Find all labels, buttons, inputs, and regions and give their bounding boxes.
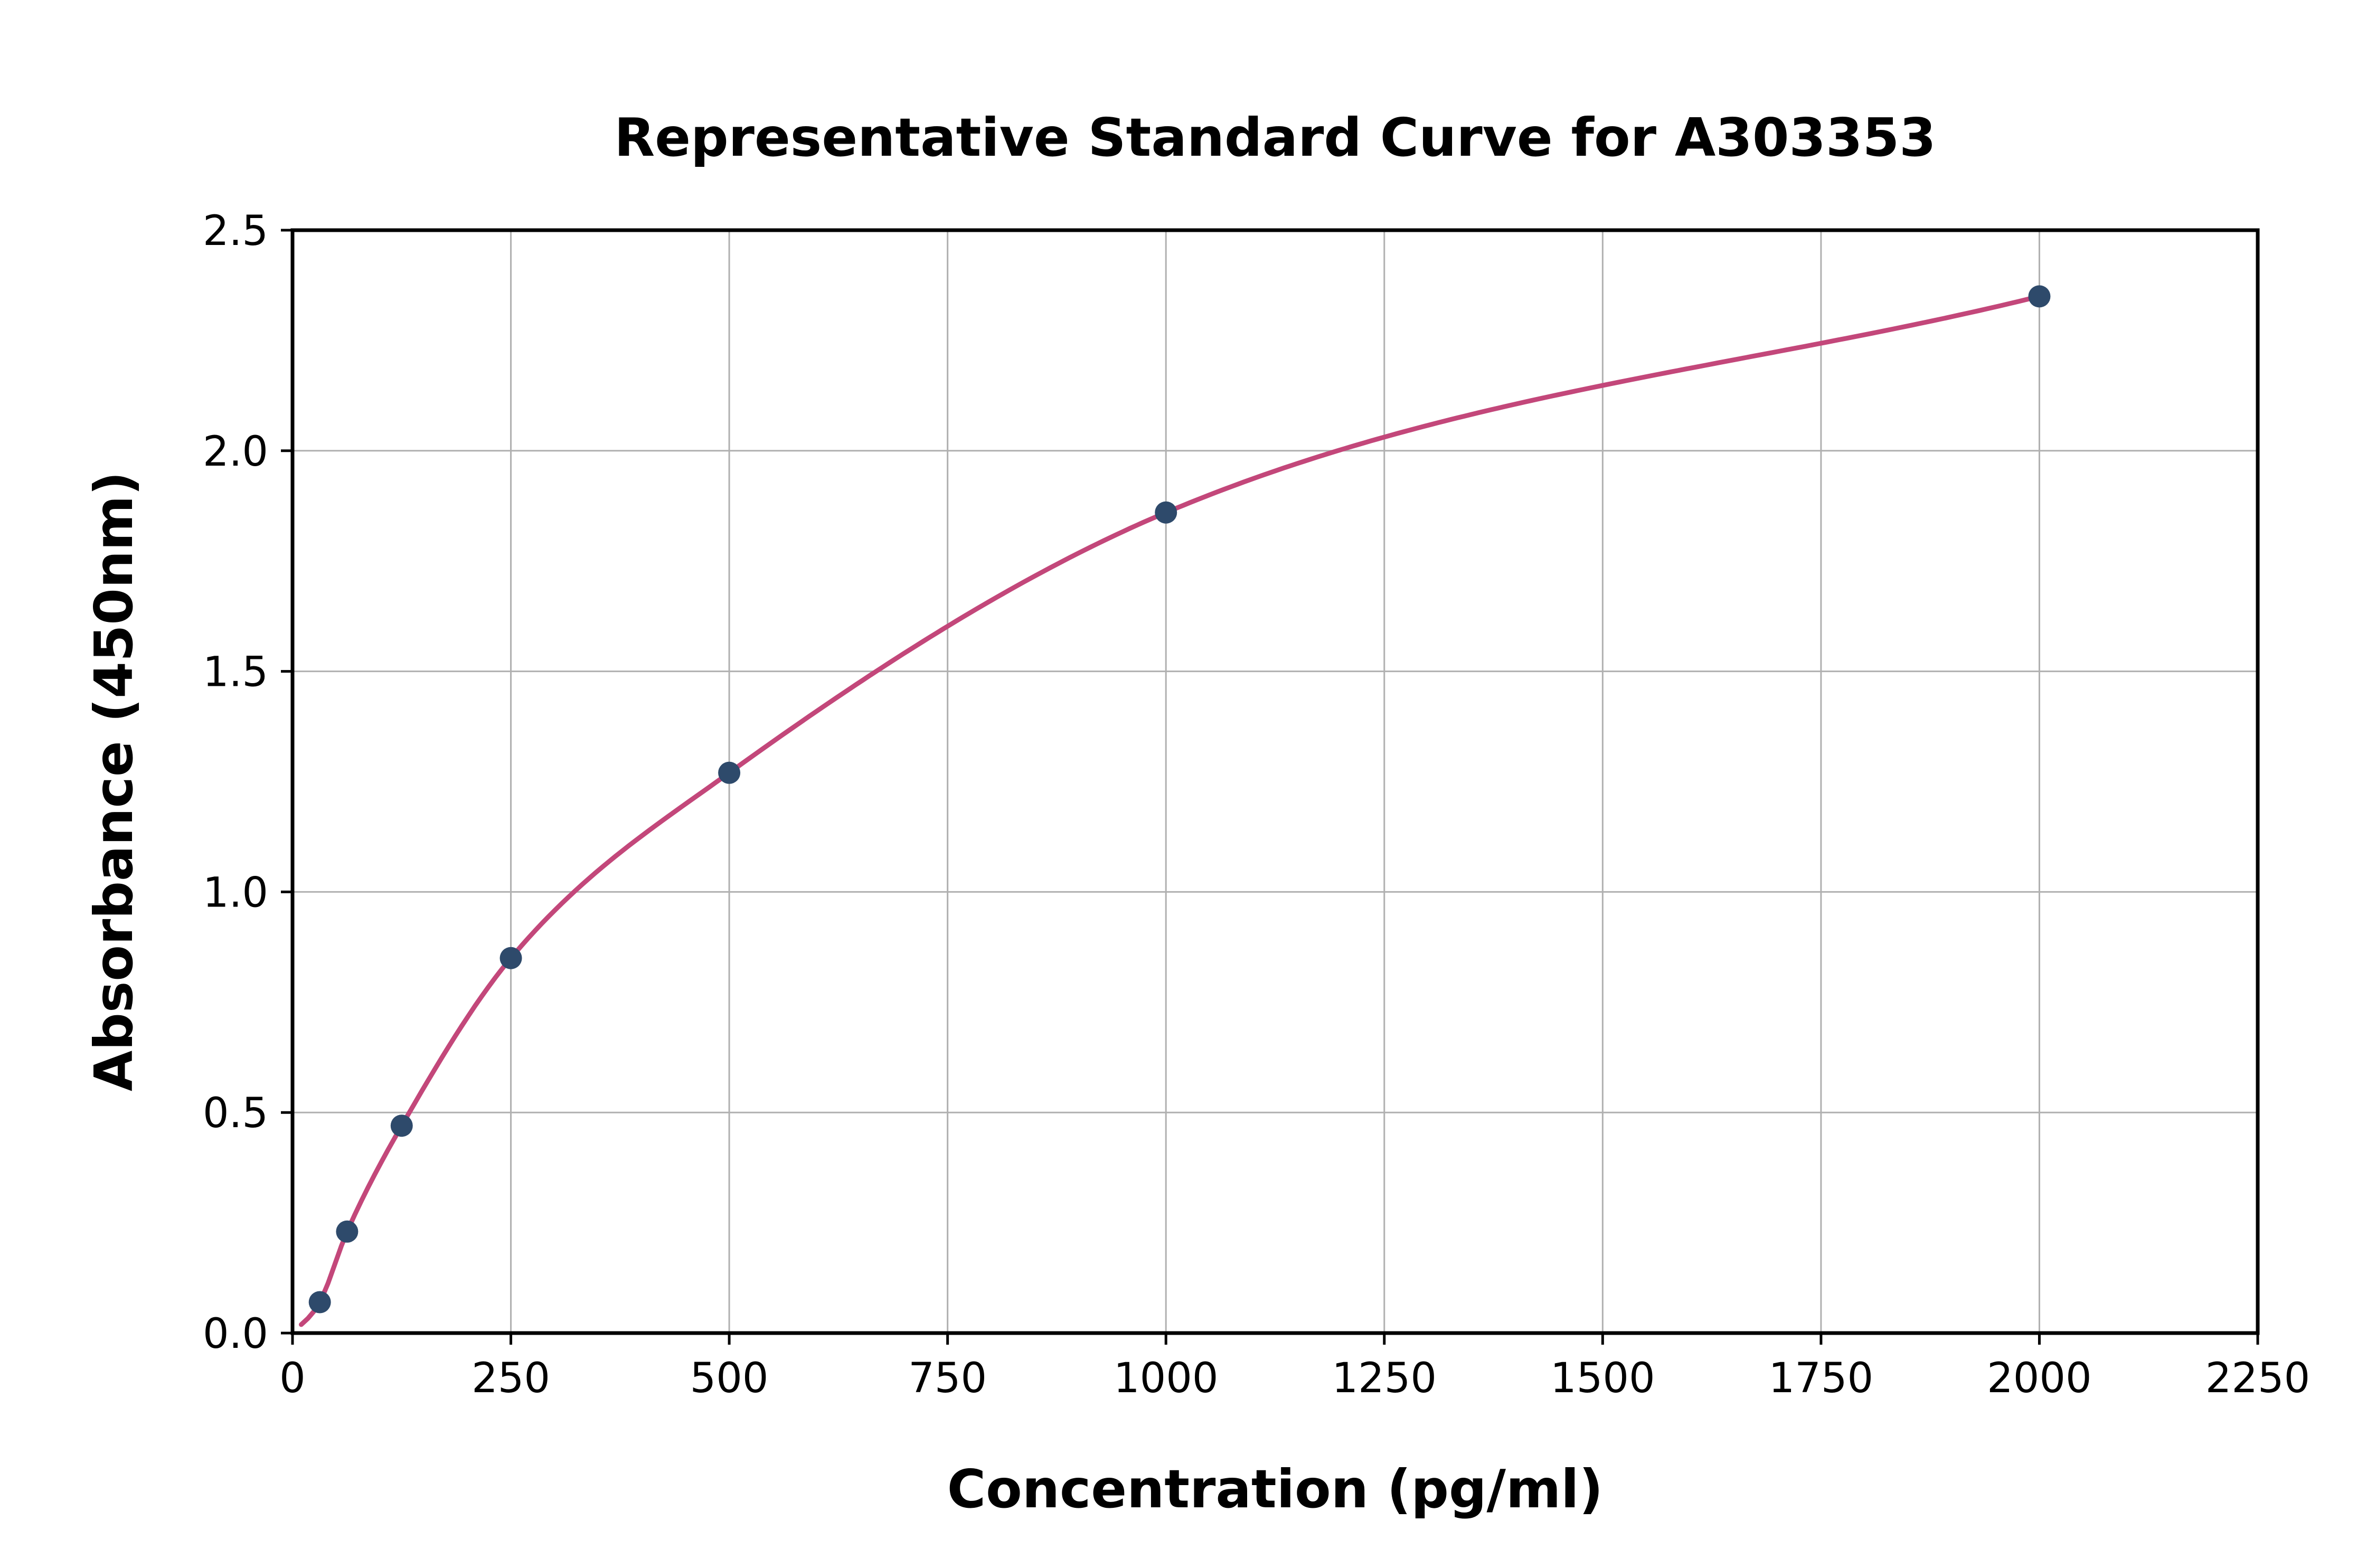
x-tick-label: 750 — [908, 1355, 987, 1402]
y-tick-label: 1.0 — [203, 869, 268, 917]
data-point — [308, 1291, 331, 1314]
data-point — [718, 761, 741, 784]
x-tick-label: 2000 — [1987, 1355, 2092, 1402]
data-point — [499, 947, 522, 969]
x-tick-label: 1500 — [1550, 1355, 1655, 1402]
x-tick-label: 1750 — [1769, 1355, 1874, 1402]
x-tick-label: 0 — [279, 1355, 306, 1402]
data-point — [1155, 501, 1177, 524]
x-tick-label: 2250 — [2205, 1355, 2311, 1402]
plot-frame — [290, 228, 2260, 1335]
x-tick-label: 1250 — [1332, 1355, 1437, 1402]
x-tick-label: 1000 — [1114, 1355, 1219, 1402]
data-layer — [299, 285, 2051, 1327]
grid-layer — [291, 229, 2259, 1334]
y-tick-label: 1.5 — [203, 649, 268, 696]
y-tick-label: 2.5 — [203, 207, 268, 255]
y-tick-label: 2.0 — [203, 428, 268, 476]
data-point — [390, 1114, 413, 1137]
tick-layer: 0 250 500 750 1000 1250 1500 1750 2000 2250 0.0 0.5… — [203, 207, 2310, 1402]
x-axis-label: Concentration (pg/ml) — [947, 1458, 1604, 1520]
axes-layer — [290, 228, 2260, 1335]
chart-title: Representative Standard Curve for A30335… — [614, 107, 1936, 168]
data-point — [336, 1220, 359, 1243]
y-axis-label: Absorbance (450nm) — [83, 471, 145, 1091]
x-tick-label: 250 — [472, 1355, 550, 1402]
x-tick-label: 500 — [690, 1355, 769, 1402]
data-point — [2028, 285, 2051, 308]
y-tick-label: 0.0 — [203, 1310, 268, 1358]
y-tick-label: 0.5 — [203, 1090, 268, 1137]
